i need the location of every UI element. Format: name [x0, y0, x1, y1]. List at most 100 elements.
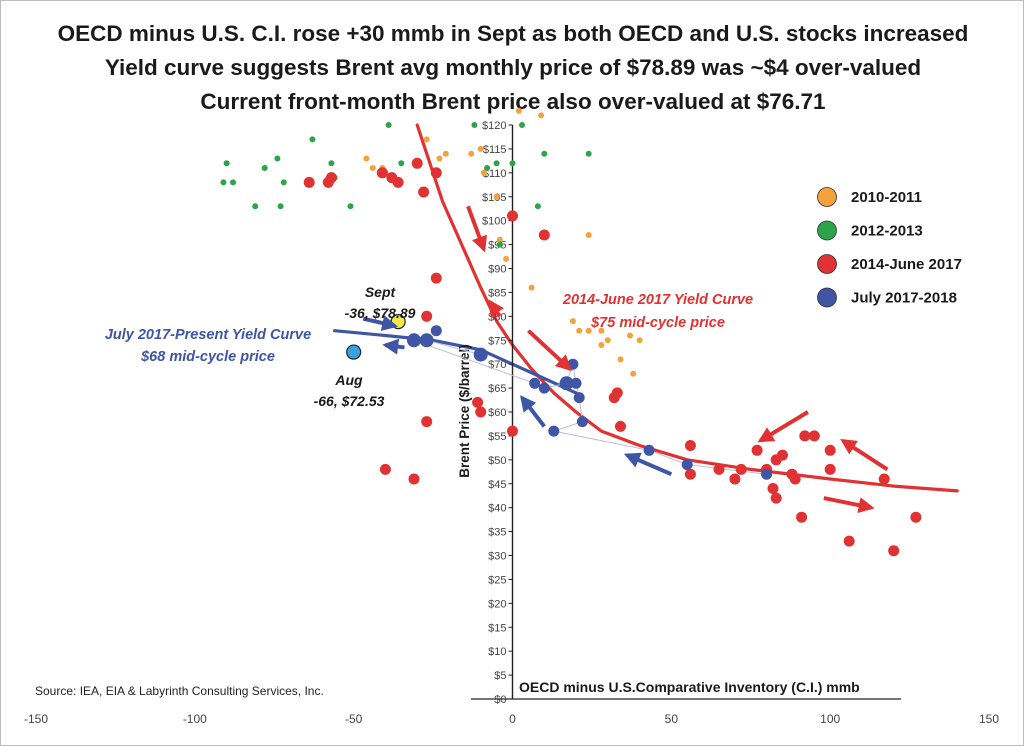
y-tick-label: $20 [488, 598, 506, 610]
x-tick-label: 50 [665, 712, 679, 726]
point-2014-june-2017 [611, 387, 623, 399]
point-2012-2013 [274, 155, 281, 162]
point-2014-june-2017 [824, 444, 836, 456]
point-2010-2011 [630, 370, 637, 377]
legend-label: 2014-June 2017 [851, 256, 962, 273]
point-2014-june-2017 [843, 535, 855, 547]
point-july-2017-2018 [761, 468, 773, 480]
point-2010-2011 [496, 236, 503, 243]
point-2014-june-2017 [392, 176, 404, 188]
y-tick-label: $10 [488, 646, 506, 658]
point-2012-2013 [493, 160, 500, 167]
y-tick-label: $0 [494, 694, 506, 706]
point-2010-2011 [538, 112, 545, 119]
point-july-2017-2018 [559, 376, 574, 391]
y-tick-label: $40 [488, 503, 506, 515]
point-2012-2013 [280, 179, 287, 186]
point-2014-june-2017 [379, 463, 391, 475]
annotation-label: -66, $72.53 [314, 393, 385, 409]
point-2014-june-2017 [824, 463, 836, 475]
point-july-2017-2018 [407, 333, 421, 348]
chart-title-line-2: Yield curve suggests Brent avg monthly p… [104, 55, 922, 80]
data-points [220, 107, 922, 557]
y-tick-label: $90 [488, 264, 506, 276]
point-2012-2013 [252, 203, 259, 210]
point-2014-june-2017 [507, 425, 518, 437]
point-2014-june-2017 [684, 440, 696, 451]
legend-label: July 2017-2018 [851, 290, 957, 307]
point-2010-2011 [598, 342, 605, 348]
point-2014-june-2017 [808, 430, 820, 442]
point-2010-2011 [627, 332, 633, 339]
y-tick-label: $65 [488, 383, 506, 395]
x-tick-label: 0 [509, 712, 516, 726]
point-2014-june-2017 [408, 473, 420, 485]
legend-marker [817, 287, 837, 308]
point-2014-june-2017 [796, 511, 808, 523]
point-2012-2013 [484, 165, 491, 171]
point-2012-2013 [220, 179, 227, 186]
point-2014-june-2017 [411, 157, 423, 169]
trend-arrow [466, 205, 487, 253]
trend-arrow [840, 438, 889, 472]
point-2012-2013 [496, 241, 503, 248]
point-2012-2013 [385, 122, 392, 128]
chart-title-line-3: Current front-month Brent price also ove… [200, 89, 826, 114]
point-july-2017-2018 [529, 377, 541, 389]
point-2012-2013 [541, 150, 548, 157]
y-tick-label: $85 [488, 287, 506, 299]
y-tick-label: $50 [488, 455, 506, 467]
y-tick-label: $70 [488, 359, 506, 371]
series-connectors [413, 339, 767, 475]
x-tick-label: -100 [183, 712, 207, 726]
point-2010-2011 [436, 155, 443, 162]
point-2010-2011 [585, 232, 592, 238]
point-2014-june-2017 [735, 463, 747, 475]
point-2010-2011 [480, 169, 487, 176]
point-2012-2013 [309, 136, 316, 143]
point-2010-2011 [617, 356, 624, 363]
point-2012-2013 [519, 122, 525, 128]
point-2014-june-2017 [777, 449, 788, 461]
point-2010-2011 [503, 255, 510, 262]
x-tick-label: -150 [24, 712, 48, 726]
annotation-label: Sept [365, 284, 397, 300]
annotation-label: -36, $78.89 [345, 305, 416, 321]
point-2014-june-2017 [615, 420, 626, 432]
legend-label: 2012-2013 [851, 223, 923, 240]
chart-title-line-1: OECD minus U.S. C.I. rose +30 mmb in Sep… [57, 21, 969, 46]
y-tick-label: $55 [488, 431, 506, 443]
y-axis-title: Brent Price ($/barrel) [457, 344, 472, 478]
y-tick-label: $115 [483, 144, 507, 156]
y-tick-label: $35 [488, 527, 506, 539]
highlight-point-aug [346, 344, 362, 360]
point-2014-june-2017 [325, 172, 337, 184]
point-2014-june-2017 [421, 310, 433, 322]
trend-arrow [623, 452, 673, 477]
y-tick-label: $45 [488, 479, 506, 491]
y-tick-label: $30 [488, 551, 506, 563]
trend-arrow [362, 315, 399, 331]
y-tick-label: $100 [482, 216, 506, 228]
annotation-label: Aug [334, 372, 363, 388]
point-2014-june-2017 [713, 463, 725, 475]
point-2012-2013 [347, 203, 354, 210]
point-2014-june-2017 [472, 396, 484, 408]
x-tick-label: 100 [820, 712, 840, 726]
point-2012-2013 [223, 160, 230, 167]
point-2012-2013 [471, 122, 478, 128]
point-2014-june-2017 [770, 492, 782, 504]
point-july-2017-2018 [576, 416, 588, 428]
point-2012-2013 [398, 160, 405, 167]
point-2014-june-2017 [799, 430, 811, 442]
y-tick-label: $60 [488, 407, 506, 419]
point-2010-2011 [468, 150, 475, 157]
point-2010-2011 [604, 337, 611, 344]
point-2014-june-2017 [418, 186, 430, 198]
point-2010-2011 [363, 155, 370, 162]
point-2014-june-2017 [684, 468, 696, 480]
point-2012-2013 [328, 160, 335, 167]
point-2014-june-2017 [430, 272, 442, 284]
